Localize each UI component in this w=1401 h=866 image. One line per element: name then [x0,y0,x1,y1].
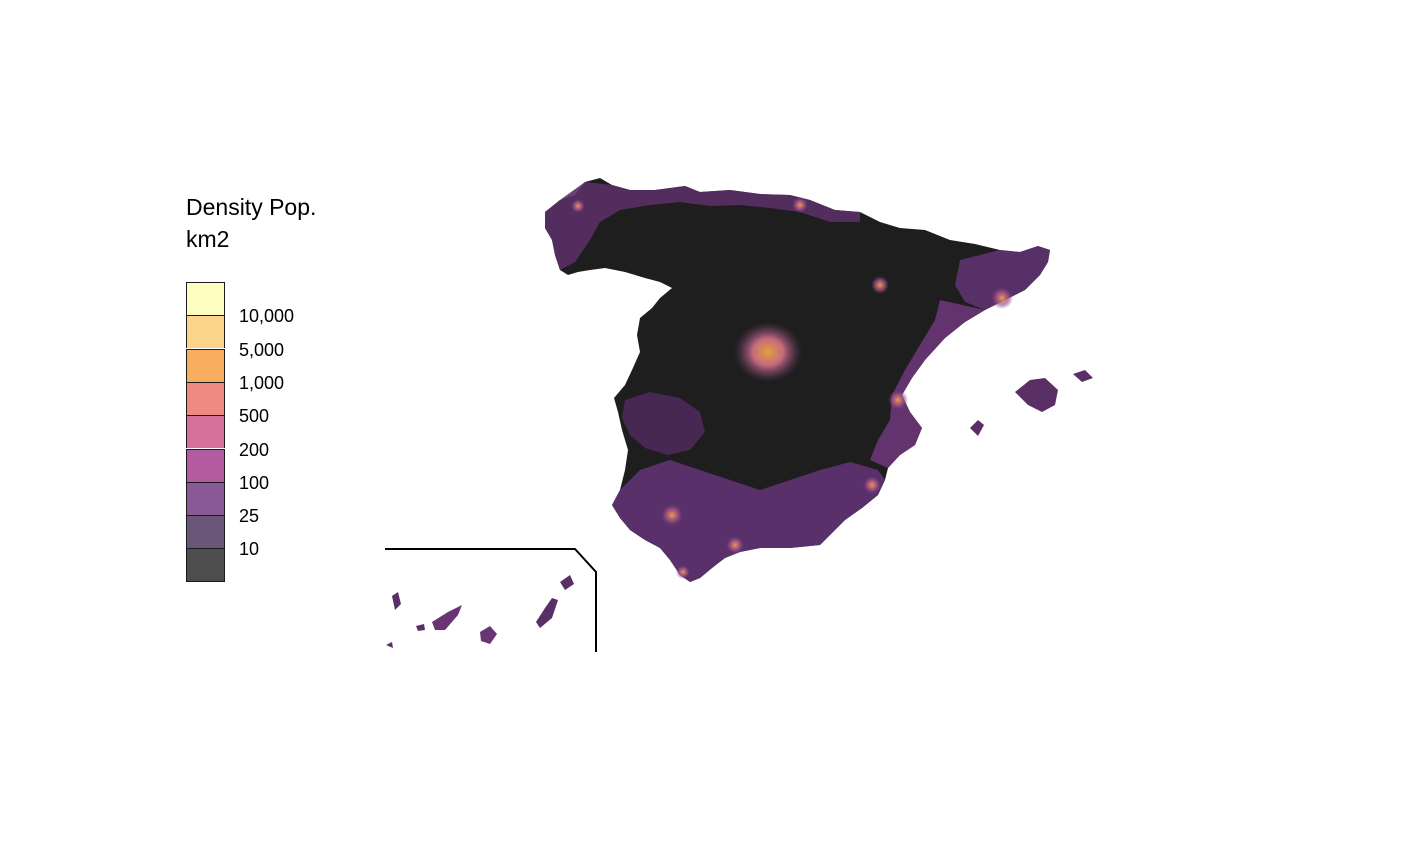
fuerteventura-shape [536,598,558,628]
mainland-spain [545,178,1050,582]
legend-title: Density Pop. km2 [186,191,316,255]
malaga-hotspot [726,536,744,554]
legend-break-label: 5,000 [239,339,285,360]
legend-swatch [186,548,225,583]
valencia-hotspot [888,390,908,410]
bilbao-hotspot [792,197,808,213]
inset-frame [385,548,597,652]
zaragoza-hotspot [871,276,889,294]
legend-swatch [186,515,225,549]
la-gomera-shape [416,624,425,631]
barcelona-hotspot [991,287,1013,309]
mallorca-shape [1015,378,1058,412]
coruna-hotspot [571,199,585,213]
legend-swatch [186,381,225,415]
legend-break-label: 10 [239,539,260,560]
legend-swatch [186,481,225,515]
menorca-shape [1073,370,1093,382]
legend-swatch [186,448,225,482]
el-hierro-shape [386,642,393,648]
legend-break-label: 200 [239,439,270,460]
seville-hotspot [661,504,683,526]
legend-swatch [186,348,225,382]
balearic-islands [970,370,1093,436]
legend-title-line1: Density Pop. [186,194,317,220]
legend-break-label: 25 [239,506,260,527]
tenerife-shape [432,605,462,630]
gran-canaria-shape [480,626,497,644]
canary-islands-inset [385,548,597,652]
west-band [622,392,705,455]
murcia-hotspot [863,476,881,494]
legend-break-label: 100 [239,472,270,493]
east-coast-band [870,300,985,468]
cadiz-hotspot [676,565,690,579]
lanzarote-shape [560,575,574,590]
la-palma-shape [392,592,401,610]
legend-break-label: 10,000 [239,306,295,327]
legend-break-label: 500 [239,406,270,427]
legend-swatch [186,415,225,449]
madrid-hotspot [734,322,802,382]
legend-title-line2: km2 [186,226,230,252]
north-coast-band [545,182,860,270]
catalonia-band [955,246,1050,310]
legend-break-label: 1,000 [239,372,285,393]
ibiza-shape [970,420,984,436]
legend-swatch [186,315,225,349]
south-band [612,460,885,582]
legend-swatch [186,282,225,315]
